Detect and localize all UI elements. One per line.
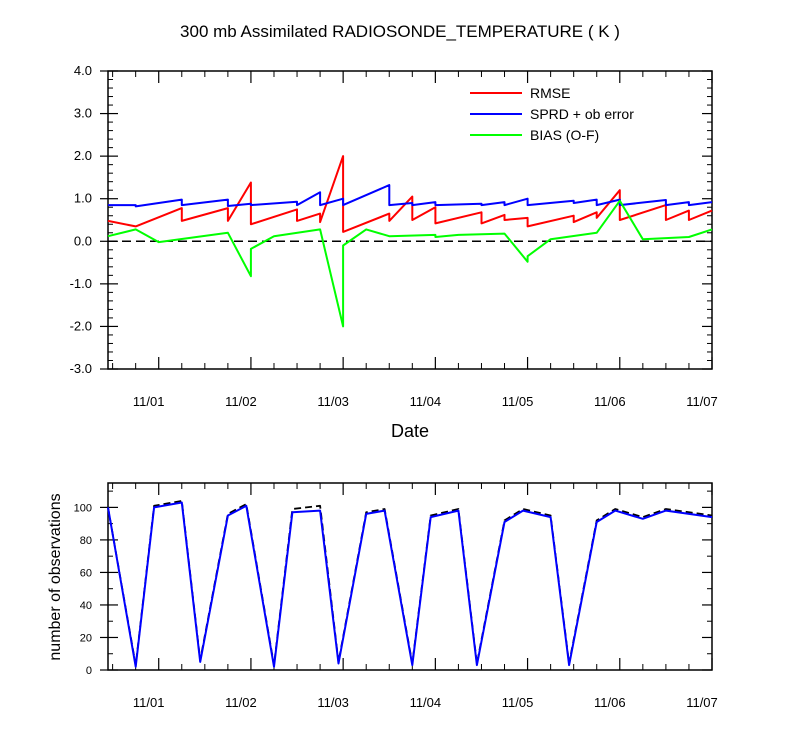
top-ticks: 11/01 11/02 11/03 11/04 11/05 11/06 11/07 -3.0 -… [70,63,718,409]
bottom-y-tick-label: 40 [80,600,92,612]
legend-label: BIAS (O-F) [530,127,599,143]
top-y-tick-label: 3.0 [74,106,92,121]
top-y-tick-label: 4.0 [74,63,92,78]
bottom-series-used [107,501,713,668]
bottom-y-tick-label: 60 [80,567,92,579]
top-x-axis-label: Date [391,421,429,441]
bottom-plot-frame [107,482,713,671]
bottom-x-tick-label: 11/07 [686,695,718,710]
top-x-tick-label: 11/02 [225,394,257,409]
top-x-tick-label: 11/04 [410,394,442,409]
top-series-sprd-ob-error [108,184,713,208]
top-series-rmse [107,155,713,233]
bottom-x-tick-label: 11/06 [594,695,626,710]
chart-title: 300 mb Assimilated RADIOSONDE_TEMPERATUR… [180,22,620,41]
top-x-tick-label: 11/03 [317,394,349,409]
bottom-y-axis-label: number of observations [47,493,64,660]
top-x-tick-label: 11/01 [133,394,165,409]
legend-label: SPRD + ob error [530,106,634,122]
bottom-x-tick-label: 11/02 [225,695,257,710]
top-y-tick-label: 2.0 [74,148,92,163]
top-y-tick-label: 0.0 [74,233,92,248]
top-y-tick-label: 1.0 [74,191,92,206]
top-x-tick-label: 11/07 [686,394,718,409]
bottom-x-tick-label: 11/01 [133,695,165,710]
top-x-tick-label: 11/05 [502,394,534,409]
top-series-group [107,155,713,328]
top-x-tick-label: 11/06 [594,394,626,409]
bottom-x-tick-label: 11/03 [317,695,349,710]
bottom-y-tick-label: 80 [80,535,92,547]
bottom-y-tick-label: 100 [74,502,92,514]
bottom-ticks: 11/01 11/02 11/03 11/04 11/05 11/06 11/07 0 20 40… [74,483,718,710]
top-y-tick-label: -2.0 [70,318,92,333]
top-y-tick-label: -1.0 [70,276,92,291]
top-y-tick-label: -3.0 [70,361,92,376]
legend-label: RMSE [530,85,570,101]
top-plot-frame [107,70,713,370]
bottom-series-group [107,499,713,668]
bottom-y-tick-label: 20 [80,632,92,644]
bottom-x-tick-label: 11/05 [502,695,534,710]
top-series-bias-o-f [107,199,713,328]
legend: RMSE SPRD + ob error BIAS (O-F) [470,85,634,143]
bottom-x-tick-label: 11/04 [410,695,442,710]
bottom-y-tick-label: 0 [86,665,92,677]
